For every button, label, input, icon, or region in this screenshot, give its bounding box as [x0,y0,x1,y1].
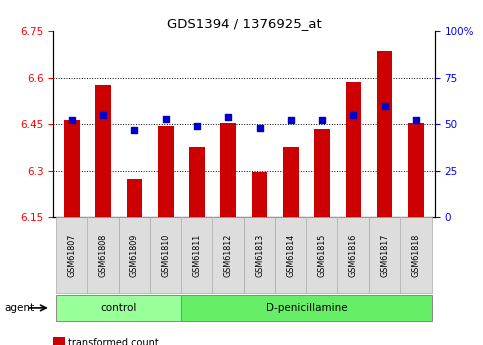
Point [68,118,76,123]
Bar [408,123,424,217]
Text: transformed count: transformed count [68,338,158,345]
Bar [283,148,298,217]
Text: GSM61811: GSM61811 [193,234,201,277]
Point [162,116,170,121]
Title: GDS1394 / 1376925_at: GDS1394 / 1376925_at [167,17,321,30]
Text: GSM61817: GSM61817 [380,234,389,277]
Text: GSM61814: GSM61814 [286,234,295,277]
Text: agent: agent [5,303,35,313]
Text: control: control [100,303,137,313]
Point [225,114,232,119]
Bar [314,129,330,217]
Text: GSM61812: GSM61812 [224,234,233,277]
Text: D-penicillamine: D-penicillamine [266,303,347,313]
Bar [220,123,236,217]
Text: GSM61810: GSM61810 [161,234,170,277]
Bar [189,148,205,217]
Point [412,118,420,123]
Point [130,127,138,132]
Text: GSM61816: GSM61816 [349,234,358,277]
Point [193,123,201,129]
Point [381,103,388,108]
Point [350,112,357,118]
Text: GSM61818: GSM61818 [412,234,420,277]
Text: GSM61807: GSM61807 [68,234,76,277]
Bar [158,126,173,217]
Bar [252,172,268,217]
Bar [64,120,80,217]
Bar [345,82,361,217]
Text: GSM61809: GSM61809 [130,234,139,277]
Bar [377,51,393,217]
Text: GSM61808: GSM61808 [99,234,108,277]
Text: GSM61815: GSM61815 [318,234,327,277]
Bar [127,179,142,217]
Bar [95,86,111,217]
Text: GSM61813: GSM61813 [255,234,264,277]
Point [99,112,107,118]
Point [256,125,263,131]
Point [287,118,295,123]
Point [318,118,326,123]
